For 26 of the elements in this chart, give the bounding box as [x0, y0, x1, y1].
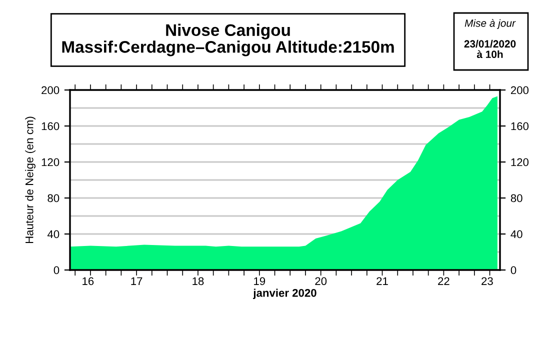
y2-tick-label: 40	[510, 230, 522, 238]
x-tick-label: 23	[482, 277, 493, 286]
x-tick-label: 20	[315, 277, 327, 286]
y-tick-label: 120	[42, 158, 60, 166]
x-tick-label: 22	[438, 277, 450, 285]
x-tick-label: 19	[254, 277, 266, 286]
text: 23/01/2020 à 10h	[464, 40, 516, 58]
y2-tick-label: 80	[510, 194, 522, 202]
y-axis-title: Hauteur de Neige (en cm)	[25, 116, 36, 244]
x-tick-label: 16	[82, 277, 94, 286]
x-axis-title: janvier 2020	[253, 288, 316, 300]
x-tick-label: 21	[376, 277, 388, 285]
x-tick-label: 17	[131, 277, 142, 285]
text: Mise à jour	[464, 19, 516, 29]
y2-tick-label: 160	[511, 122, 529, 130]
y-tick-label: 0	[54, 266, 60, 274]
y2-tick-label: 120	[511, 158, 529, 166]
y-tick-label: 40	[47, 230, 60, 238]
y-tick-label: 160	[42, 122, 60, 130]
y-tick-label: 80	[48, 194, 60, 202]
y2-tick-label: 0	[510, 266, 516, 274]
x-tick-label: 18	[192, 277, 204, 286]
y2-tick-label: 200	[510, 86, 529, 94]
y-tick-label: 200	[42, 86, 60, 94]
chart-title: Nivose Canigou	[166, 24, 290, 40]
chart-subtitle: Massif:Cerdagne–Canigou Altitude:2150m	[62, 40, 394, 56]
